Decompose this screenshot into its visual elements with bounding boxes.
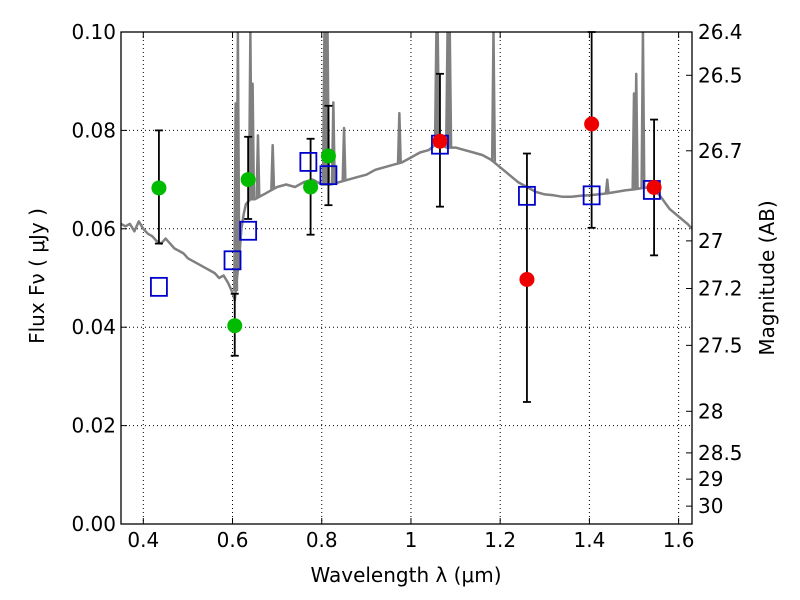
y-tick-label: 0.04 [71, 315, 116, 339]
observed-point [432, 133, 448, 149]
magnitude-tick-label: 27.5 [698, 333, 743, 357]
plot-frame [120, 31, 693, 525]
magnitude-tick-label: 27.2 [698, 277, 743, 301]
emission-line [255, 134, 261, 198]
magnitude-tick-label: 26.7 [698, 139, 743, 163]
model-photometry-square [239, 220, 258, 241]
emission-line [330, 101, 336, 184]
x-tick-label: 1.6 [663, 528, 695, 552]
emission-line [235, 32, 241, 271]
emission-line [633, 72, 639, 190]
error-bars [154, 31, 659, 403]
magnitude-tick-label: 30 [698, 494, 723, 518]
observed-point [320, 148, 336, 164]
x-tick-label: 0.8 [306, 528, 338, 552]
model-photometry-square [299, 151, 318, 172]
emission-line [341, 126, 347, 181]
x-tick-label: 1.2 [484, 528, 516, 552]
emission-line [447, 32, 453, 148]
model-photometry-square [223, 250, 242, 271]
plot-area [121, 32, 692, 302]
magnitude-axis-title: Magnitude (AB) [755, 200, 779, 355]
y-tick-label: 0.06 [71, 217, 116, 241]
emission-line [396, 111, 402, 164]
x-tick-label: 1 [405, 528, 418, 552]
emission-line [604, 178, 610, 194]
model-photometry-square [150, 276, 168, 297]
observed-point [584, 116, 600, 132]
y-tick-label: 0.00 [71, 512, 116, 536]
emission-line [270, 143, 276, 190]
data-markers [150, 116, 662, 334]
observed-point [646, 179, 662, 195]
y-axis-title: Flux Fν ( μJy ) [25, 208, 49, 344]
spectrum-line [121, 141, 692, 302]
x-tick-label: 0.4 [127, 528, 159, 552]
emission-line [640, 32, 646, 188]
axes: 0.4 0.6 0.8 1 1.2 1.4 1.6 0.00 0.02 0.04 0.06 0.08 0… [71, 20, 742, 552]
y-tick-label: 0.08 [71, 118, 116, 142]
observed-point [303, 179, 319, 195]
emission-line [435, 32, 441, 143]
observed-point [519, 271, 535, 287]
magnitude-tick-label: 28 [698, 399, 723, 423]
grid-lines [121, 31, 692, 525]
y-tick-label: 0.10 [71, 20, 116, 44]
observed-point [240, 172, 256, 188]
x-axis-title: Wavelength λ (μm) [310, 563, 501, 587]
observed-point [151, 180, 167, 196]
observed-point [227, 318, 243, 334]
x-tick-label: 0.6 [217, 528, 249, 552]
emission-line [490, 32, 497, 162]
emission-line [250, 82, 256, 200]
magnitude-tick-label: 29 [698, 467, 723, 491]
model-photometry-square [319, 165, 338, 186]
magnitude-tick-label: 28.5 [698, 441, 743, 465]
magnitude-tick-label: 26.5 [698, 63, 743, 87]
model-photometry-square [582, 185, 601, 206]
magnitude-tick-label: 26.4 [698, 20, 743, 44]
model-photometry-square [518, 185, 536, 206]
y-tick-label: 0.02 [71, 414, 116, 438]
magnitude-tick-label: 27 [698, 229, 723, 253]
x-tick-label: 1.4 [573, 528, 605, 552]
